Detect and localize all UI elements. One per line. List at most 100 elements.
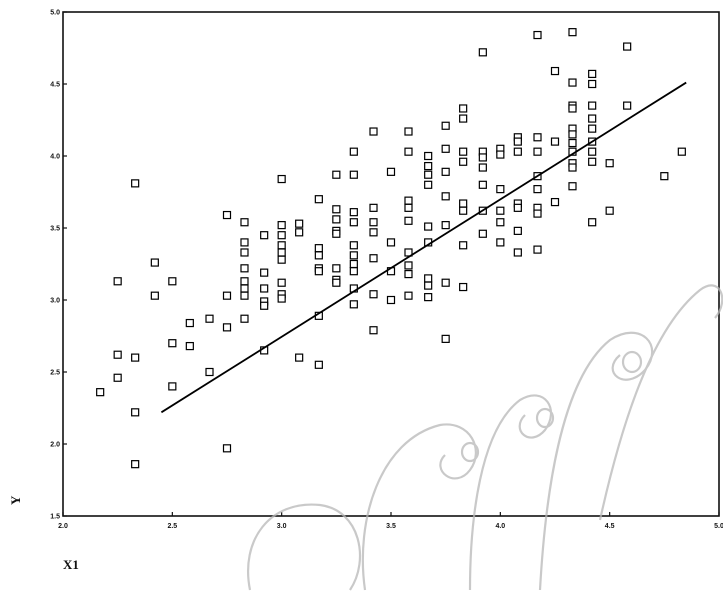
data-point [240,291,249,300]
data-point [623,101,632,110]
data-point [205,367,214,377]
data-point [240,238,249,247]
data-point [386,238,396,247]
data-point [424,222,433,231]
data-points [96,28,686,469]
data-point [96,388,105,397]
data-point [496,206,505,215]
data-point [332,170,341,179]
data-point [496,185,505,194]
data-point [404,147,413,156]
data-point [605,206,614,215]
x-tick-label: 3.5 [386,523,396,530]
data-point [277,221,286,230]
data-point [240,314,249,323]
data-point [131,179,140,188]
data-point [459,147,468,156]
y-tick-label: 5.0 [50,10,60,17]
data-point [349,267,358,276]
data-point [459,104,468,113]
y-tick-label: 4.0 [50,154,60,161]
data-point [478,48,487,57]
data-point [185,341,194,351]
data-point [131,353,140,362]
x-tick-label: 2.5 [167,523,177,530]
data-point [404,196,413,205]
x-tick-label: 2.0 [58,523,68,530]
data-point [113,373,122,382]
data-point [277,174,286,184]
data-point [349,251,358,260]
data-point [623,42,632,51]
data-point [295,228,304,237]
data-point [533,185,542,194]
data-point [260,301,269,310]
data-point [513,226,522,235]
data-point [369,254,378,263]
y-tick-label: 2.5 [50,370,60,377]
data-point [205,314,214,323]
data-point [588,157,597,166]
data-point [277,248,286,257]
data-point [459,157,468,166]
data-point [277,278,286,287]
data-point [424,161,433,171]
data-point [113,277,122,286]
y-tick-label: 2.0 [50,442,60,449]
data-point [478,229,487,238]
data-point [260,284,269,293]
data-point [533,133,542,142]
data-point [369,127,378,136]
data-point [513,248,522,257]
data-point [260,231,269,240]
data-point [424,274,433,283]
data-point [295,353,304,362]
data-point [677,147,686,156]
data-point [441,221,450,230]
plot-area [62,11,720,517]
data-point [568,78,577,87]
data-point [240,277,249,286]
data-point [404,261,413,270]
data-point [459,206,468,215]
data-point [588,218,597,227]
data-point [185,318,194,328]
x-tick-label: 3.0 [277,523,287,530]
data-point [240,248,249,257]
data-point [314,360,323,369]
data-point [150,258,159,267]
data-point [459,241,468,250]
data-point [332,205,341,214]
data-point [168,339,177,348]
y-tick-label: 1.5 [50,514,60,521]
data-point [222,291,232,300]
data-point [295,219,304,228]
x-tick-label: 5.0 [714,523,723,530]
data-point [131,408,140,417]
data-point [550,66,560,76]
y-tick-label: 3.5 [50,226,60,233]
y-axis-title: Y [8,495,23,505]
data-point [277,231,286,240]
data-point [314,195,323,204]
data-point [349,208,358,217]
data-point [113,350,122,359]
data-point [386,167,396,176]
data-point [240,284,249,293]
data-point [369,218,378,227]
data-point [386,295,396,305]
data-point [550,137,560,146]
data-point [478,180,487,189]
data-point [404,203,413,212]
data-point [168,382,177,391]
data-point [588,101,597,110]
data-point [349,170,358,179]
data-point [533,147,542,156]
data-point [496,238,505,247]
data-point [568,104,577,113]
data-point [404,291,413,300]
data-point [588,79,597,89]
data-point [424,170,433,179]
data-point [369,228,378,237]
data-point [513,203,522,212]
